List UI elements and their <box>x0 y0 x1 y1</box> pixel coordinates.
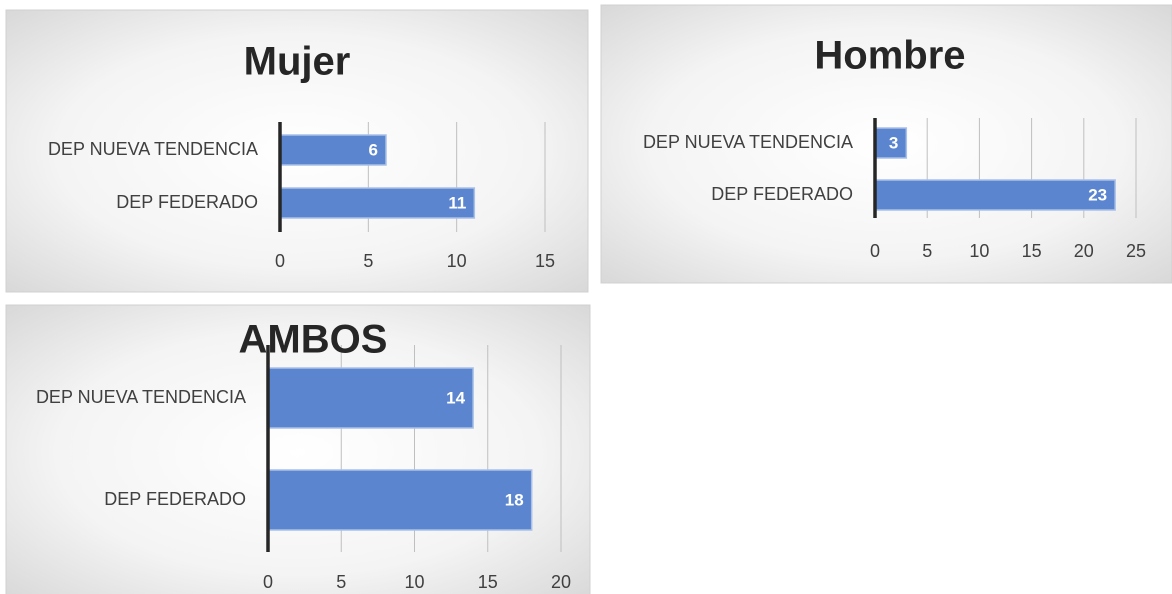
bar <box>874 127 908 159</box>
bar <box>874 179 1116 211</box>
x-tick-label: 20 <box>551 572 571 592</box>
data-label: 11 <box>448 193 466 212</box>
x-tick-label: 15 <box>1022 241 1042 261</box>
x-tick-label: 25 <box>1126 241 1146 261</box>
data-label: 23 <box>1088 185 1107 204</box>
bar <box>267 469 533 531</box>
data-label: 18 <box>505 490 524 509</box>
x-tick-label: 0 <box>263 572 273 592</box>
x-tick-label: 5 <box>336 572 346 592</box>
data-label: 14 <box>446 388 465 407</box>
category-label: DEP NUEVA TENDENCIA <box>643 132 853 152</box>
x-tick-label: 0 <box>870 241 880 261</box>
category-label: DEP FEDERADO <box>104 489 246 509</box>
chart-title: AMBOS <box>239 318 388 362</box>
x-tick-label: 15 <box>535 251 555 271</box>
category-label: DEP FEDERADO <box>711 184 853 204</box>
data-label: 3 <box>889 133 898 152</box>
x-tick-label: 20 <box>1074 241 1094 261</box>
x-tick-label: 10 <box>447 251 467 271</box>
bar <box>279 134 387 166</box>
category-label: DEP FEDERADO <box>116 192 258 212</box>
chart-background <box>5 304 591 594</box>
x-tick-label: 0 <box>275 251 285 271</box>
x-tick-label: 5 <box>363 251 373 271</box>
x-tick-label: 10 <box>404 572 424 592</box>
x-tick-label: 15 <box>478 572 498 592</box>
category-label: DEP NUEVA TENDENCIA <box>36 387 246 407</box>
chart-title: Hombre <box>814 34 965 78</box>
category-label: DEP NUEVA TENDENCIA <box>48 139 258 159</box>
bar <box>267 367 474 429</box>
data-label: 6 <box>369 140 378 159</box>
x-tick-label: 5 <box>922 241 932 261</box>
x-tick-label: 10 <box>969 241 989 261</box>
bar <box>279 187 476 219</box>
chart-title: Mujer <box>244 40 351 84</box>
